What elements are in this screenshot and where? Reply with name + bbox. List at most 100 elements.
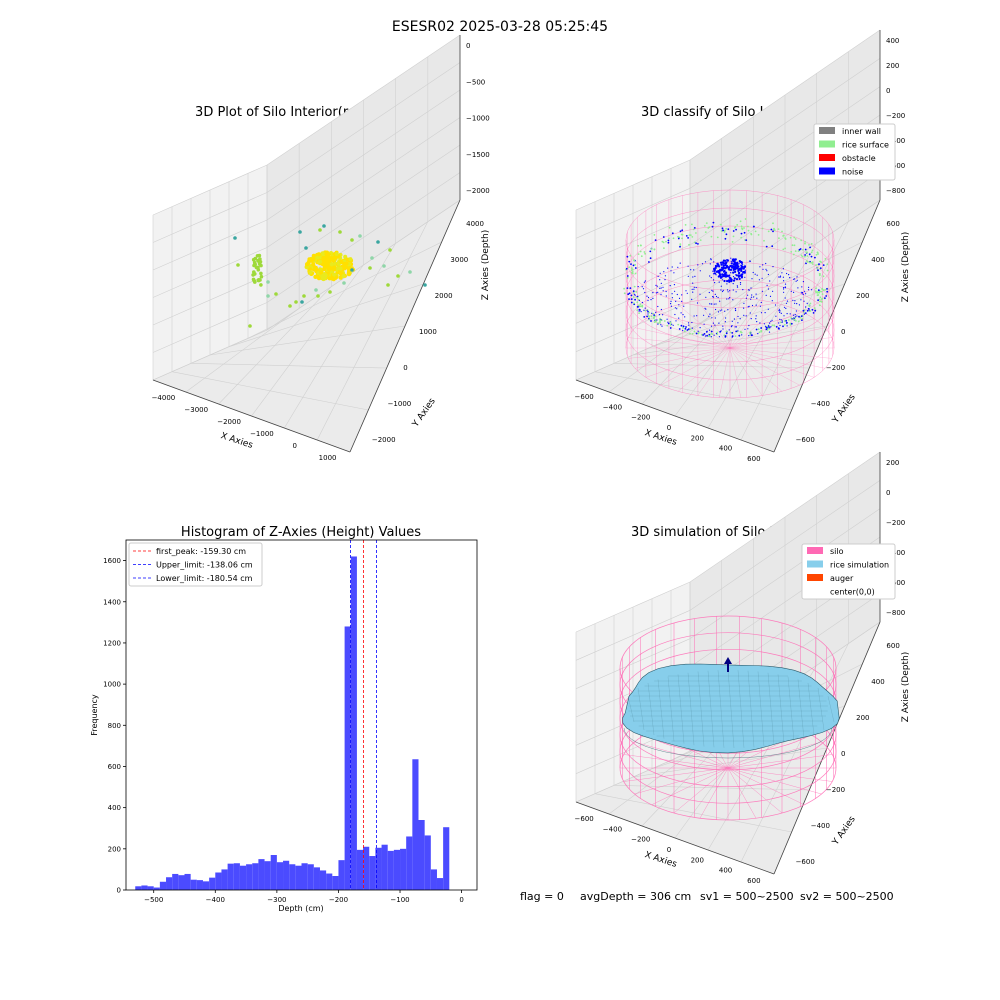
legend-label: silo	[830, 547, 844, 556]
data-point	[734, 309, 737, 312]
x-tick-label: −500	[144, 896, 163, 904]
data-point	[817, 294, 820, 296]
data-point	[706, 330, 708, 332]
data-point	[773, 324, 775, 327]
data-point	[724, 310, 726, 312]
histogram-bar	[443, 827, 450, 890]
data-point	[750, 298, 752, 300]
data-point	[783, 306, 786, 308]
data-point	[733, 261, 737, 264]
data-point	[693, 241, 696, 244]
histogram-bar	[215, 872, 222, 890]
data-point	[684, 316, 686, 318]
data-point	[798, 248, 801, 251]
data-point	[808, 261, 811, 264]
data-point	[716, 331, 719, 334]
rice-mesh-line	[757, 671, 765, 747]
silo-floor-spoke	[729, 298, 742, 349]
data-point	[732, 235, 735, 238]
data-point	[767, 273, 770, 276]
data-point	[806, 260, 808, 262]
data-point	[630, 294, 633, 297]
data-point	[769, 322, 771, 324]
data-point	[794, 238, 797, 240]
data-point	[793, 278, 795, 280]
data-point	[747, 229, 750, 232]
data-point	[768, 326, 770, 328]
data-point	[266, 294, 270, 298]
data-point	[788, 319, 790, 321]
data-point	[805, 293, 807, 295]
data-point	[695, 242, 697, 245]
data-point	[733, 263, 736, 266]
y-tick-label: 600	[886, 220, 899, 228]
data-point	[687, 328, 690, 330]
data-point	[647, 296, 650, 299]
data-point	[735, 228, 737, 231]
data-point	[671, 293, 673, 295]
data-point	[739, 260, 743, 264]
x-tick-label: −600	[575, 393, 594, 401]
data-point	[668, 226, 671, 229]
data-point	[757, 328, 760, 331]
data-point	[812, 312, 815, 314]
data-point	[715, 308, 717, 311]
data-point	[693, 227, 696, 229]
data-point	[708, 291, 710, 294]
data-point	[722, 273, 725, 276]
data-point	[822, 289, 825, 292]
data-point	[742, 267, 745, 270]
histogram-bar	[319, 870, 327, 890]
data-point	[642, 288, 645, 290]
data-point	[719, 300, 721, 302]
data-point	[786, 272, 788, 275]
data-point	[304, 246, 308, 250]
data-point	[767, 230, 770, 233]
gridline	[689, 451, 881, 583]
data-point	[784, 283, 787, 285]
data-point	[730, 272, 732, 274]
data-point	[681, 237, 683, 240]
data-point	[664, 275, 667, 277]
data-point	[782, 268, 785, 270]
data-point	[748, 289, 750, 291]
data-point	[408, 270, 412, 274]
data-point	[804, 248, 807, 251]
data-point	[733, 318, 736, 320]
data-point	[660, 287, 662, 289]
data-point	[308, 270, 313, 275]
data-point	[794, 250, 797, 253]
gridline	[670, 241, 863, 339]
data-point	[756, 321, 758, 323]
data-point	[764, 312, 766, 314]
silo-floor-spoke	[677, 347, 731, 392]
silo-floor-spoke	[729, 310, 800, 349]
data-point	[633, 293, 636, 295]
data-point	[765, 268, 767, 270]
data-point	[747, 328, 749, 330]
data-point	[814, 256, 816, 259]
data-point	[741, 263, 744, 265]
data-point	[386, 283, 390, 287]
data-point	[821, 293, 824, 295]
rice-mesh-line	[747, 670, 755, 748]
data-point	[322, 224, 326, 228]
data-point	[662, 236, 665, 238]
legend-swatch	[819, 167, 835, 175]
data-point	[652, 292, 654, 294]
data-point	[709, 263, 711, 265]
data-point	[779, 321, 782, 324]
data-point	[758, 331, 761, 334]
data-point	[738, 277, 741, 280]
data-point	[677, 235, 679, 238]
data-point	[740, 225, 743, 228]
data-point	[288, 304, 292, 308]
x-tick-label: 400	[719, 867, 732, 875]
data-point	[772, 222, 774, 225]
data-point	[643, 316, 646, 318]
y-tick-label: −600	[796, 436, 815, 444]
data-point	[813, 307, 816, 309]
data-point	[708, 315, 710, 317]
data-point	[692, 228, 695, 231]
legend-swatch	[819, 140, 835, 148]
